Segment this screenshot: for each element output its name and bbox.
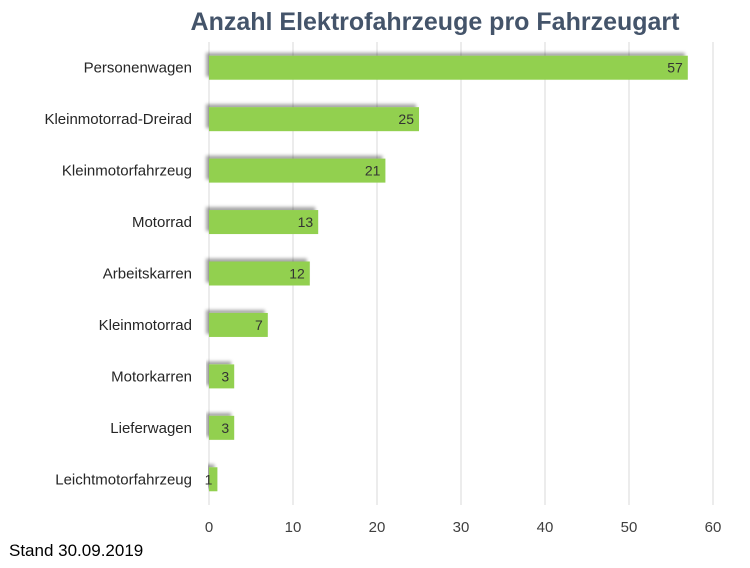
bar	[209, 312, 268, 337]
bar	[209, 158, 386, 183]
category-label: Arbeitskarren	[103, 266, 192, 283]
bar	[209, 55, 688, 80]
x-tick-label: 30	[453, 519, 470, 536]
bar-value-label: 12	[289, 266, 305, 282]
category-labels: Personenwagen Kleinmotorrad-Dreirad Kleinm…	[44, 60, 192, 489]
bar	[209, 107, 419, 132]
bar	[209, 467, 218, 492]
bar-value-label: 1	[205, 471, 213, 487]
bar-value-label: 3	[221, 420, 229, 436]
category-label: Motorrad	[132, 214, 192, 231]
category-label: Motorkarren	[111, 368, 192, 385]
x-tick-label: 10	[285, 519, 302, 536]
category-label: Kleinmotorrad-Dreirad	[44, 111, 192, 128]
footnote: Stand 30.09.2019	[9, 541, 144, 560]
bar-value-label: 21	[365, 163, 381, 179]
bar-chart: Anzahl Elektrofahrzeuge pro Fahrzeugart …	[44, 8, 722, 536]
x-axis-ticks: 0 10 20 30 40 50 60	[205, 519, 722, 536]
x-tick-label: 20	[369, 519, 386, 536]
bar-value-label: 3	[221, 368, 229, 384]
category-label: Personenwagen	[84, 60, 192, 77]
bars: 57 25 21 13 12 7 3 3 1	[205, 55, 688, 492]
x-tick-label: 40	[537, 519, 554, 536]
x-tick-label: 60	[705, 519, 722, 536]
bar	[209, 364, 235, 389]
bar	[209, 261, 310, 286]
bar	[209, 210, 319, 235]
x-tick-label: 0	[205, 519, 213, 536]
x-tick-label: 50	[621, 519, 638, 536]
bar	[209, 415, 235, 440]
bar-value-label: 57	[667, 60, 683, 76]
chart-title: Anzahl Elektrofahrzeuge pro Fahrzeugart	[191, 8, 681, 36]
category-label: Lieferwagen	[110, 420, 192, 437]
category-label: Leichtmotorfahrzeug	[55, 471, 192, 488]
category-label: Kleinmotorrad	[99, 317, 192, 334]
bar-value-label: 7	[255, 317, 263, 333]
bar-value-label: 13	[298, 214, 314, 230]
category-label: Kleinmotorfahrzeug	[62, 163, 192, 180]
bar-value-label: 25	[398, 111, 414, 127]
